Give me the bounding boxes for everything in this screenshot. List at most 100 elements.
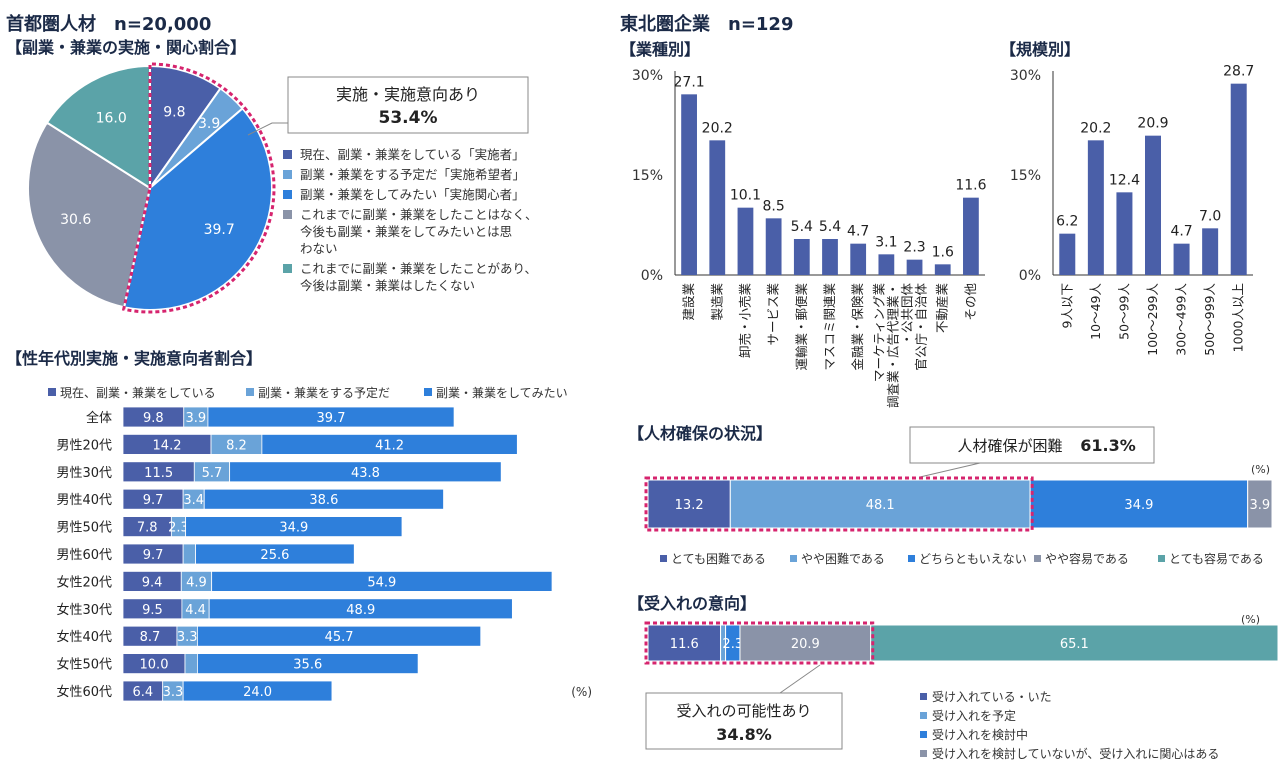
callout-line1: 実施・実施意向あり (336, 85, 480, 104)
bar (822, 239, 838, 275)
legend-swatch (920, 693, 927, 700)
category-label: 全体 (86, 410, 112, 426)
bar-value-label: 8.5 (763, 198, 785, 214)
bar-segment (185, 516, 403, 538)
legend-label: 受け入れている・いた (932, 690, 1052, 704)
bar-value-label: 43.8 (351, 466, 380, 481)
bar-value-label: 5.4 (791, 219, 813, 235)
x-tick-label: 500～999人 (1202, 283, 1217, 356)
jinzai-callout-line1: 人材確保が困難 (957, 437, 1062, 455)
bar-segment (1247, 479, 1273, 529)
jinzai-callout-box (909, 426, 1155, 464)
pie-legend: 現在、副業・兼業をしている「実施者」副業・兼業をする予定だ「実施希望者」副業・兼… (283, 147, 538, 293)
ukeire-callout-line1: 受入れの可能性あり (676, 702, 811, 720)
bar-value-label: 11.5 (144, 466, 173, 481)
bar-value-label: 12.4 (1109, 172, 1140, 188)
legend-label: 現在、副業・兼業をしている「実施者」 (300, 147, 525, 162)
bar (906, 259, 923, 275)
bar-value-label: 3.3 (177, 630, 198, 645)
legend-label: どちらともいえない (919, 552, 1027, 566)
x-tick-label: 100～299人 (1145, 283, 1160, 356)
x-tick-label: 卸売・小売業 (737, 283, 752, 359)
bar-value-label: 3.9 (186, 411, 207, 426)
bar (765, 218, 782, 275)
bar (737, 207, 754, 275)
bar-segment (184, 653, 198, 675)
bar-segment (182, 680, 333, 702)
bar-value-label: 28.7 (1223, 64, 1254, 80)
jinzai-callout-leader (919, 462, 981, 478)
legend-swatch (424, 388, 432, 396)
x-tick-label: その他 (963, 283, 978, 321)
callout-leader (247, 122, 288, 136)
legend-swatch (283, 190, 292, 199)
bar (1202, 228, 1219, 275)
bar-value-label: 45.7 (325, 630, 354, 645)
bar-value-label: 4.9 (186, 575, 207, 590)
company-bar-charts: 0% 15% 30% 27.1 建設業 20.2 製造業 10.1 卸売・小売業 8.5 サービス業… (632, 64, 1254, 408)
bar-value-label: 48.9 (346, 603, 375, 618)
bar-segment (647, 479, 731, 529)
legend-swatch (283, 264, 292, 273)
x-tick-label: 不動産業 (935, 283, 950, 334)
legend-swatch (283, 210, 292, 219)
jinzai-chart: 人材確保が困難 61.3% (%) 13.2 48.1 34.9 3.9 とても困難で… (644, 426, 1273, 566)
bar-value-label: 3.1 (875, 234, 897, 250)
bar-value-label: 4.7 (847, 224, 869, 240)
category-label: 女性30代 (56, 602, 112, 618)
category-label: 男性30代 (56, 466, 112, 481)
ukeire-callout-line2: 34.8% (716, 725, 772, 744)
bar-value-label: 11.6 (670, 637, 699, 652)
gender-age-legend: 現在、副業・兼業をしている 副業・兼業をする予定だ 副業・兼業をしてみたい (48, 385, 568, 400)
bar (934, 264, 951, 275)
legend-label: 現在、副業・兼業をしている (60, 386, 216, 400)
bar-segment (870, 624, 1279, 662)
bar (850, 243, 867, 275)
ukeire-unit: (%) (1241, 613, 1260, 626)
legend-label: 副業・兼業をしてみたい「実施関心者」 (300, 187, 525, 202)
bar (1116, 192, 1133, 275)
bar-value-label: 25.6 (260, 548, 289, 563)
x-tick-label: 1000人以上 (1231, 283, 1246, 352)
industry-chart: 0% 15% 30% 27.1 建設業 20.2 製造業 10.1 卸売・小売業 8.5 サービス業… (632, 68, 987, 408)
ukeire-legend: 受け入れている・いた受け入れを予定受け入れを検討中受け入れを検討していないが、受… (920, 690, 1219, 761)
legend-label: とても困難である (671, 551, 766, 566)
bar (1059, 233, 1076, 275)
bar-value-label: 9.7 (143, 548, 164, 563)
bar (963, 197, 979, 275)
bar-value-label: 54.9 (367, 575, 396, 590)
pie-value-label: 3.9 (198, 116, 220, 132)
bar-value-label: 3.3 (163, 685, 184, 700)
bar-value-label: 9.5 (142, 603, 163, 618)
bar-value-label: 7.8 (137, 521, 158, 536)
bar-value-label: 10.1 (730, 188, 761, 204)
bar (1230, 83, 1247, 276)
legend-swatch (908, 555, 915, 562)
bar-value-label: 48.1 (866, 498, 895, 513)
x-tick-label: 運輸業・郵便業 (794, 283, 809, 371)
bar-value-label: 11.6 (955, 178, 986, 194)
ukeire-title: 【受入れの意向】 (628, 594, 757, 613)
bar-value-label: 38.6 (309, 493, 338, 508)
pie-value-labels: 9.8 3.9 39.7 30.6 16.0 (60, 104, 235, 238)
legend-swatch (920, 731, 927, 738)
jinzai-title: 【人材確保の状況】 (628, 424, 773, 443)
legend-swatch (1034, 555, 1041, 562)
pie-subtitle: 【副業・兼業の実施・関心割合】 (6, 38, 247, 57)
bar-segment (196, 625, 482, 647)
x-tick-label: 300～499人 (1174, 283, 1189, 356)
legend-swatch (660, 555, 667, 562)
legend-label: 今後も副業・兼業をしてみたいとは思 (300, 224, 512, 239)
ukeire-callout-box (645, 692, 843, 750)
legend-label: 副業・兼業をしてみたい (436, 386, 568, 400)
pie-slice (45, 64, 151, 190)
bar-segment (1029, 479, 1249, 529)
category-label: 男性40代 (56, 493, 112, 508)
legend-swatch (283, 170, 292, 179)
y-tick-label: 30% (632, 68, 663, 84)
bar-segment (195, 543, 355, 565)
highlight-outline (644, 621, 875, 665)
jinzai-bar: 13.2 48.1 34.9 3.9 (644, 476, 1273, 532)
percent-unit: (%) (571, 685, 592, 699)
x-tick-label: ・公共団体 (900, 283, 915, 346)
